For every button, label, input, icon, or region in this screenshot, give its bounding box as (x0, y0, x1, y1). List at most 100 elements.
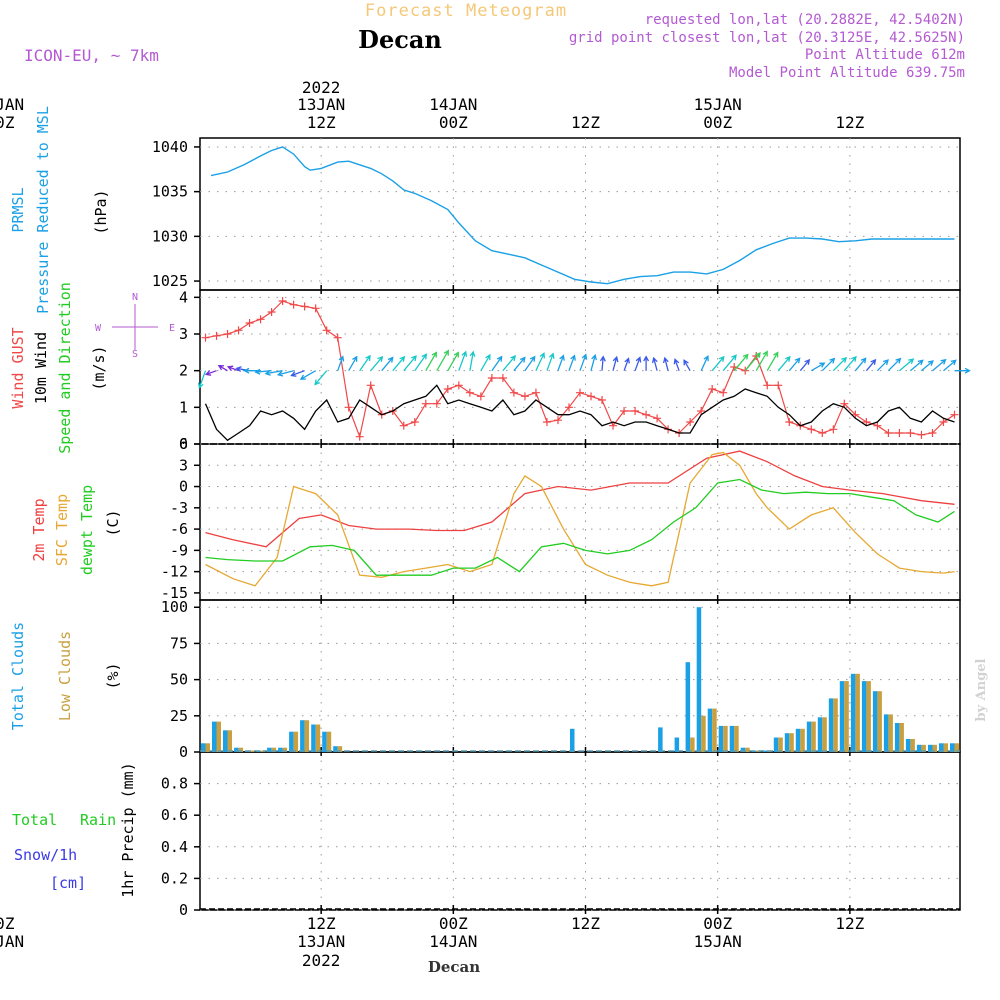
wind-arrow (777, 355, 791, 372)
wind-arrow (651, 356, 658, 371)
prmsl-line (210, 146, 955, 285)
y-tick-label: 3 (179, 456, 188, 474)
gust-marker (399, 421, 408, 430)
top-title: Forecast Meteogram (365, 1, 567, 21)
low-cloud-bar (745, 747, 750, 752)
total-cloud-bar (928, 744, 933, 752)
pressure-reduced-label: Pressure Reduced to MSL (34, 106, 52, 314)
wind-arrow (673, 358, 680, 371)
bottom-time-label: 00Z (703, 914, 732, 933)
gust-marker (443, 385, 452, 393)
wind-arrow (469, 350, 476, 371)
sfc-temp-line (205, 451, 955, 587)
low-cloud-bar (282, 747, 288, 752)
gust-marker (289, 300, 298, 309)
wind-arrow (766, 351, 779, 372)
gust-marker (642, 410, 651, 419)
total-cloud-label: Total Clouds (9, 622, 27, 730)
dewpt-line (205, 478, 955, 576)
sfc-label: SFC Temp (53, 494, 71, 566)
wind-arrow (599, 355, 606, 371)
wind-arrow (954, 367, 971, 374)
wind-arrow (898, 358, 915, 372)
gust-marker (465, 388, 474, 397)
total-cloud-bar (939, 743, 944, 752)
y-tick-label: -9 (170, 541, 188, 559)
snow-label: Snow/1h (14, 846, 77, 864)
dewpt-label: dewpt Temp (78, 485, 96, 575)
wind-arrow (264, 369, 283, 376)
wind-arrow (683, 359, 691, 372)
gust-marker (333, 333, 342, 342)
gust-marker (256, 315, 265, 324)
prmsl-label: PRMSL (9, 187, 27, 232)
y-tick-label: 0 (179, 743, 188, 761)
wind-arrow (370, 355, 384, 372)
low-cloud-bar (877, 691, 882, 752)
temp-unit: (C) (104, 509, 122, 536)
low-cloud-bar (910, 739, 915, 752)
gust-marker (851, 410, 860, 419)
wind-arrow (403, 355, 417, 372)
wind-arrow (299, 370, 317, 380)
top-time-label: 2022 (302, 78, 341, 97)
gust-marker (576, 388, 584, 397)
y-tick-label: -6 (170, 520, 188, 538)
gust-marker (609, 421, 618, 430)
low-cloud-bar (216, 721, 221, 752)
gust-marker (785, 418, 794, 426)
top-time-label: 14JAN (429, 95, 477, 114)
gust-marker (498, 374, 507, 382)
y-tick-label: 0 (179, 901, 188, 919)
y-tick-label: 1040 (152, 138, 188, 156)
gust-marker (410, 418, 419, 426)
point-altitude: Point Altitude 612m (805, 47, 965, 63)
snow-unit-label: [cm] (50, 874, 86, 892)
wind-arrow (568, 354, 576, 371)
wind-arrow (832, 356, 848, 372)
low-cloud-label: Low Clouds (56, 631, 74, 721)
wind-arrow (932, 358, 947, 372)
gust-marker (245, 319, 254, 327)
gust-marker (719, 388, 728, 397)
wind-arrow (843, 355, 857, 372)
y-tick-label: 1025 (152, 272, 188, 290)
gust-marker (950, 410, 959, 419)
bottom-time-label: 2022 (302, 951, 341, 970)
wind-arrow (491, 355, 503, 372)
total-cloud-bar (718, 725, 724, 752)
panel-4: 0 0.2 0.4 0.6 0.8 (161, 751, 961, 919)
top-time-label: 12Z (835, 113, 864, 132)
gust-marker (421, 399, 430, 408)
temp-labels: 2m Temp SFC Temp dewpt Temp (C) (30, 485, 122, 575)
wind-arrow (579, 353, 588, 371)
y-tick-label: -12 (161, 563, 188, 581)
gust-marker (212, 331, 221, 340)
compass-icon: N S W E (95, 292, 175, 360)
total-cloud-bar (267, 747, 272, 752)
gust-marker (873, 421, 882, 430)
low-cloud-bar (238, 747, 244, 752)
gust-marker (697, 407, 706, 415)
low-cloud-bar (778, 737, 783, 752)
wind-arrow (634, 356, 642, 371)
wind-unit: (m/s) (90, 345, 108, 390)
bottom-time-label: 12Z (307, 914, 336, 933)
total-cloud-bar (795, 728, 801, 752)
total-cloud-bar (839, 681, 845, 752)
gust-marker (598, 396, 607, 404)
total-cloud-bar (883, 714, 889, 752)
panel-2: -15 -12 -9 -6 -3 0 3 6 (161, 435, 961, 602)
y-tick-label: 0 (179, 478, 188, 496)
gust-marker (818, 429, 827, 437)
low-cloud-bar (260, 750, 266, 752)
y-tick-label: 0 (179, 435, 188, 453)
low-cloud-bar (315, 724, 321, 752)
wind-arrow (865, 358, 877, 372)
bottom-place: Decan (428, 958, 480, 976)
wind-arrow (381, 356, 394, 372)
wind-arrow (590, 353, 597, 371)
total-cloud-bar (861, 681, 867, 752)
total-cloud-bar (311, 724, 316, 752)
bottom-time-label: 00Z (439, 914, 468, 933)
